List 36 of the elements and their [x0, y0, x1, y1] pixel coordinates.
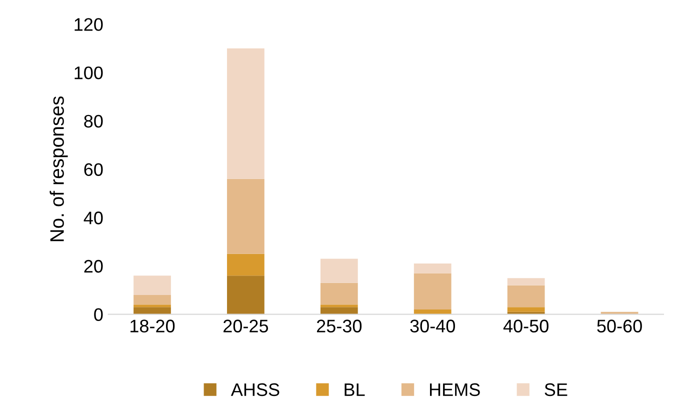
legend-label: BL — [344, 383, 365, 396]
bar — [134, 276, 171, 295]
x-tick-label: 20-25 — [224, 320, 268, 332]
y-tick-label: 0 — [94, 308, 103, 322]
y-tick-label: 100 — [74, 66, 103, 80]
bar — [320, 282, 358, 305]
y-axis-title: No. of responses — [50, 96, 68, 242]
x-tick-label: 18-20 — [130, 320, 175, 332]
bar — [227, 48, 264, 179]
bar — [320, 307, 358, 314]
bar — [134, 304, 171, 308]
bar — [227, 178, 264, 254]
bar — [414, 310, 452, 314]
bar — [320, 304, 358, 308]
x-tick-label: 30-40 — [410, 320, 456, 332]
bar — [507, 307, 545, 312]
y-tick-label: 80 — [84, 114, 103, 128]
legend-label: SE — [544, 383, 568, 396]
bar — [227, 254, 264, 276]
bar — [507, 285, 545, 308]
y-tick-label: 20 — [84, 260, 103, 273]
x-tick-label: 50-60 — [597, 320, 642, 332]
bar — [414, 264, 452, 274]
bar — [134, 294, 171, 305]
legend-label: AHSS — [230, 383, 280, 396]
bar — [227, 276, 264, 314]
bar — [414, 273, 452, 310]
y-tick-label: 40 — [84, 212, 103, 224]
y-tick-label: 120 — [74, 18, 103, 31]
bar — [507, 278, 545, 286]
legend-label: HEMS — [430, 383, 480, 396]
x-tick-label: 40-50 — [503, 320, 548, 332]
bar — [134, 307, 171, 314]
y-tick-label: 60 — [84, 163, 103, 176]
x-tick-label: 25-30 — [316, 320, 362, 332]
bar — [320, 258, 358, 283]
